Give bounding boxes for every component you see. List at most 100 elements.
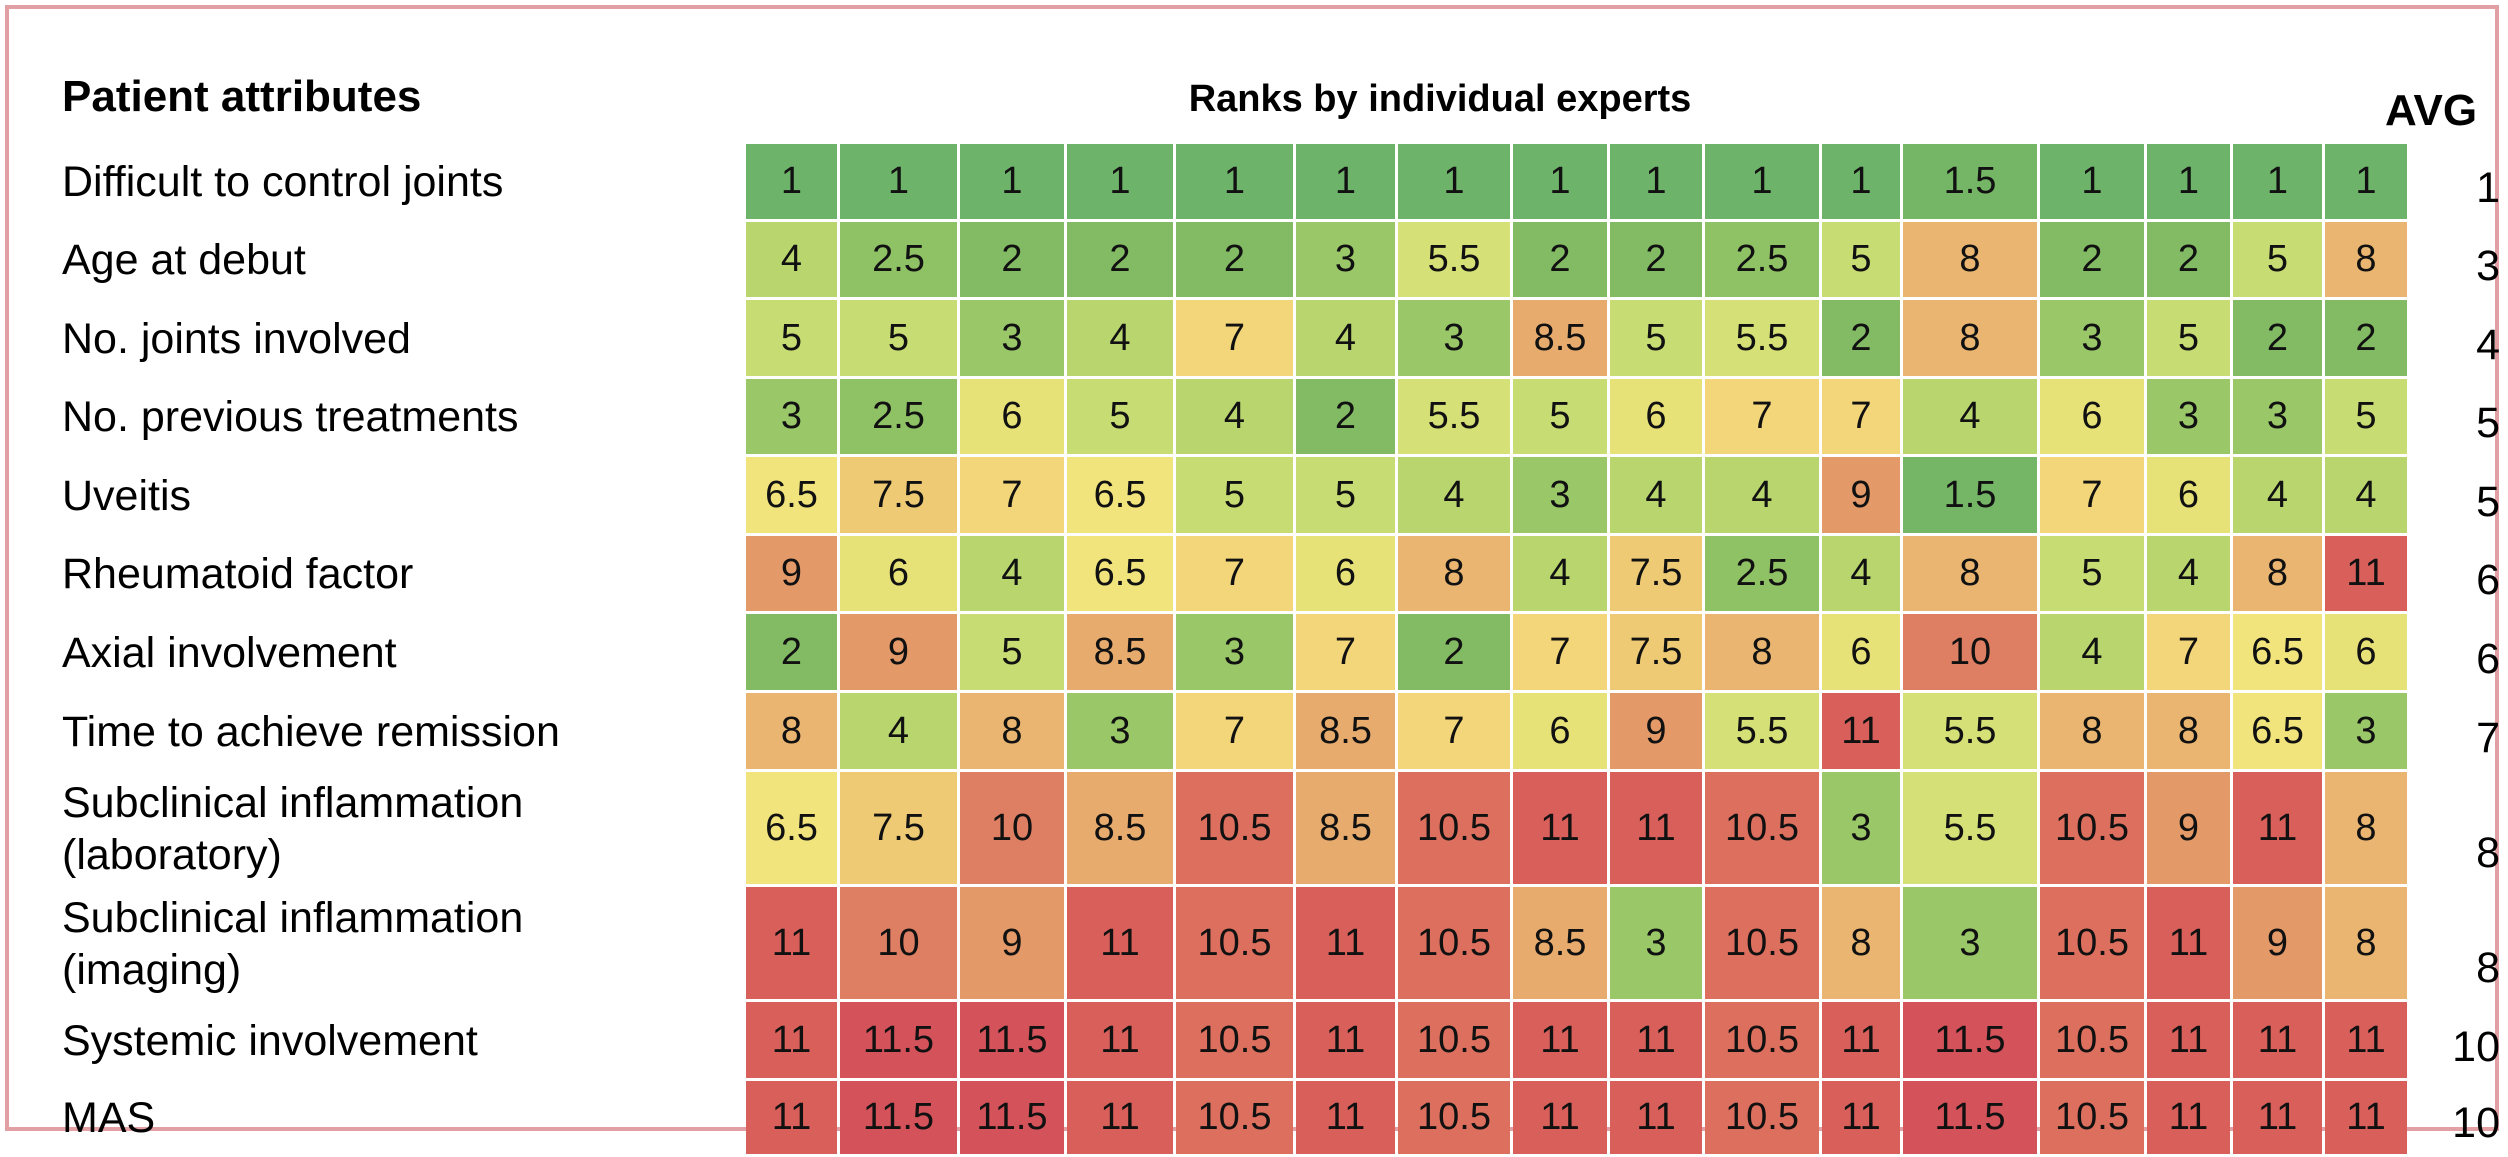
rank-cell: 8 <box>1398 536 1510 611</box>
rank-cell: 7 <box>960 457 1064 533</box>
rank-cell: 10.5 <box>1398 1002 1510 1078</box>
rank-cell: 2 <box>960 222 1064 297</box>
rank-cell: 10.5 <box>2040 1002 2144 1078</box>
row-label: Time to achieve remission <box>62 707 560 756</box>
avg-value: 8 <box>2476 829 2500 877</box>
rank-cell: 5 <box>1296 457 1395 533</box>
row-label: Uveitis <box>62 471 192 520</box>
row-label: Systemic involvement <box>62 1016 478 1065</box>
rank-cell: 11 <box>1513 1002 1607 1078</box>
row-label-line: Subclinical inflammation <box>62 893 524 942</box>
rank-cell: 5.5 <box>1903 772 2037 884</box>
rank-cell: 4 <box>1822 536 1900 611</box>
rank-cell: 11 <box>1296 887 1395 999</box>
rank-cell: 8 <box>2147 693 2230 769</box>
rank-cell: 6 <box>840 536 957 611</box>
rank-cell: 1 <box>1705 144 1819 219</box>
rank-cell: 5 <box>746 300 837 376</box>
rank-cell: 2.5 <box>840 379 957 454</box>
rank-cell: 10.5 <box>1705 772 1819 884</box>
row-label: Axial involvement <box>62 628 397 677</box>
rank-cell: 1 <box>2147 144 2230 219</box>
rank-cell: 6 <box>960 379 1064 454</box>
rank-cell: 6 <box>2040 379 2144 454</box>
rank-cell: 5 <box>840 300 957 376</box>
rank-cell: 11 <box>1610 1081 1702 1154</box>
rank-cell: 6 <box>1296 536 1395 611</box>
rank-cell: 6 <box>1610 379 1702 454</box>
rank-cell: 5 <box>2325 379 2407 454</box>
rank-cell: 4 <box>1296 300 1395 376</box>
rank-cell: 2 <box>1398 614 1510 690</box>
avg-value: 5 <box>2476 478 2500 526</box>
rank-cell: 5 <box>1513 379 1607 454</box>
rank-cell: 5 <box>1610 300 1702 376</box>
avg-value: 10 <box>2452 1023 2500 1071</box>
rank-cell: 3 <box>1067 693 1173 769</box>
rank-cell: 6 <box>2147 457 2230 533</box>
rank-cell: 6.5 <box>746 457 837 533</box>
rank-cell: 4 <box>746 222 837 297</box>
row-label-line: (laboratory) <box>62 830 282 879</box>
rank-cell: 11 <box>2325 1002 2407 1078</box>
avg-header: AVG <box>2385 86 2478 135</box>
rank-cell: 11 <box>746 1002 837 1078</box>
rank-cell: 6.5 <box>2233 614 2322 690</box>
rank-cell: 10.5 <box>1176 1081 1293 1154</box>
rank-cell: 11 <box>1296 1002 1395 1078</box>
avg-value: 6 <box>2476 635 2500 683</box>
rank-cell: 4 <box>1610 457 1702 533</box>
rank-cell: 3 <box>1296 222 1395 297</box>
rank-cell: 4 <box>2147 536 2230 611</box>
rank-cell: 7 <box>1176 300 1293 376</box>
rank-cell: 7.5 <box>1610 614 1702 690</box>
rank-cell: 8 <box>1705 614 1819 690</box>
rank-cell: 10.5 <box>2040 887 2144 999</box>
rank-cell: 1 <box>1513 144 1607 219</box>
rank-cell: 10.5 <box>1398 1081 1510 1154</box>
rank-cell: 8.5 <box>1067 772 1173 884</box>
rank-cell: 11 <box>2325 536 2407 611</box>
rank-cell: 10.5 <box>1705 1002 1819 1078</box>
row-label: Difficult to control joints <box>62 158 504 207</box>
rank-cell: 7 <box>1398 693 1510 769</box>
rank-cell: 7.5 <box>840 772 957 884</box>
rank-cell: 4 <box>2040 614 2144 690</box>
rank-cell: 11 <box>1067 887 1173 999</box>
ranks-header: Ranks by individual experts <box>1188 78 1692 120</box>
rank-cell: 2 <box>2040 222 2144 297</box>
rank-cell: 3 <box>2040 300 2144 376</box>
rank-cell: 8.5 <box>1067 614 1173 690</box>
rank-cell: 4 <box>840 693 957 769</box>
rank-cell: 11 <box>1513 772 1607 884</box>
rank-cell: 11 <box>1610 772 1702 884</box>
rank-cell: 2 <box>1513 222 1607 297</box>
rank-cell: 7 <box>2040 457 2144 533</box>
rank-cell: 7 <box>1296 614 1395 690</box>
rank-cell: 10.5 <box>1705 887 1819 999</box>
rank-cell: 5.5 <box>1903 693 2037 769</box>
rank-cell: 5 <box>1176 457 1293 533</box>
rank-cell: 9 <box>2147 772 2230 884</box>
rank-cell: 8 <box>1903 536 2037 611</box>
rank-cell: 10.5 <box>1398 772 1510 884</box>
rank-cell: 7 <box>1176 693 1293 769</box>
rank-cell: 2 <box>1067 222 1173 297</box>
rank-cell: 8 <box>1903 222 2037 297</box>
rank-cell: 2 <box>1296 379 1395 454</box>
rank-cell: 1 <box>840 144 957 219</box>
rank-cell: 4 <box>1513 536 1607 611</box>
rank-cell: 11 <box>1822 693 1900 769</box>
rank-cell: 1 <box>1822 144 1900 219</box>
rank-cell: 4 <box>1705 457 1819 533</box>
avg-value: 7 <box>2476 714 2500 762</box>
rank-cell: 11 <box>1513 1081 1607 1154</box>
rank-cell: 7 <box>1513 614 1607 690</box>
row-label: No. joints involved <box>62 314 411 363</box>
rank-cell: 11 <box>2233 1002 2322 1078</box>
rank-cell: 11 <box>746 1081 837 1154</box>
rank-cell: 7 <box>1705 379 1819 454</box>
rank-cell: 5.5 <box>1398 222 1510 297</box>
rank-cell: 11 <box>1067 1002 1173 1078</box>
rank-cell: 11.5 <box>840 1081 957 1154</box>
